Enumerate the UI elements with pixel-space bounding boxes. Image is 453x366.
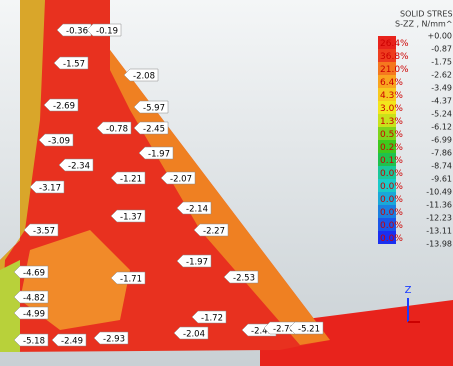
legend-level: -2.62 (431, 71, 452, 80)
callout-label: -1.21 (120, 175, 142, 185)
callout-label: -1.71 (120, 275, 142, 285)
viewport: Z SOLID STRESS S-ZZ , N/mm^2 26.4% 36.8% 2… (0, 0, 453, 366)
callout-label: -5.18 (23, 337, 45, 347)
legend-percent: 6.4% (380, 78, 403, 88)
legend-percent: 0.0% (380, 182, 403, 192)
z-label: Z (405, 285, 412, 296)
callout-label: -4.69 (23, 269, 45, 279)
callout-label: -5.21 (298, 325, 320, 335)
legend-percent: 0.5% (380, 130, 403, 140)
legend-level: -3.49 (431, 84, 452, 93)
callout-label: -2.49 (61, 337, 83, 347)
legend-percent: 1.3% (380, 117, 403, 127)
callout-label: -3.57 (33, 227, 55, 237)
callout-label: -1.72 (201, 314, 223, 324)
legend-level: -7.86 (431, 149, 452, 158)
legend-level: -6.99 (431, 136, 452, 145)
legend-percent: 0.0% (380, 221, 403, 231)
legend-title: SOLID STRESS (400, 10, 453, 19)
legend-percent: 4.3% (380, 91, 403, 101)
callout-label: -4.99 (23, 310, 45, 320)
callout-label: -3.09 (48, 137, 70, 147)
legend-subtitle: S-ZZ , N/mm^2 (395, 20, 453, 29)
legend-level: +0.00 (427, 32, 452, 41)
callout-label: -2.34 (68, 162, 90, 172)
legend-percent: 0.0% (380, 234, 403, 244)
callout-label: -5.97 (143, 104, 165, 114)
legend-level: -8.74 (431, 162, 452, 171)
legend-level: -12.23 (426, 214, 452, 223)
callout-label: -1.37 (120, 213, 142, 223)
callout-label: -1.97 (148, 150, 170, 160)
legend-percent: 26.4% (380, 39, 409, 49)
callout-label: -2.93 (103, 335, 125, 345)
legend-percent: 36.8% (380, 52, 409, 62)
callout-label: -0.36 (66, 27, 88, 37)
legend-level: -10.49 (426, 188, 452, 197)
legend-percent: 3.0% (380, 104, 403, 114)
callout-label: -1.97 (186, 258, 208, 268)
legend-level: -6.12 (431, 123, 452, 132)
callout-label: -0.19 (96, 27, 118, 37)
callout-label: -2.14 (186, 205, 208, 215)
legend-level: -11.36 (426, 201, 452, 210)
callout-label: -2.04 (183, 330, 205, 340)
legend-percent: 21.0% (380, 65, 409, 75)
legend-level: -13.11 (426, 227, 452, 236)
callout-label: -2.27 (203, 227, 225, 237)
legend-percent: 0.0% (380, 195, 403, 205)
legend-percent: 0.2% (380, 143, 403, 153)
callout-label: -2.08 (133, 72, 155, 82)
callout-label: -2.45 (143, 125, 165, 135)
legend-level: -13.98 (426, 240, 452, 249)
legend-level: -5.24 (431, 110, 452, 119)
callout-label: -1.57 (63, 60, 85, 70)
callout-label: -2.69 (53, 102, 75, 112)
callout-label: -3.17 (39, 184, 61, 194)
legend-level: -9.61 (431, 175, 452, 184)
legend-level: -1.75 (431, 58, 452, 67)
callout-label: -0.78 (106, 125, 128, 135)
callout-label: -2.07 (170, 175, 192, 185)
legend-level: -0.87 (431, 45, 452, 54)
callout-label: -4.82 (23, 294, 45, 304)
legend-percent: 0.0% (380, 208, 403, 218)
callout-label: -2.53 (233, 274, 255, 284)
legend-level: -4.37 (431, 97, 452, 106)
legend-percent: 0.0% (380, 169, 403, 179)
legend-percent: 0.1% (380, 156, 403, 166)
